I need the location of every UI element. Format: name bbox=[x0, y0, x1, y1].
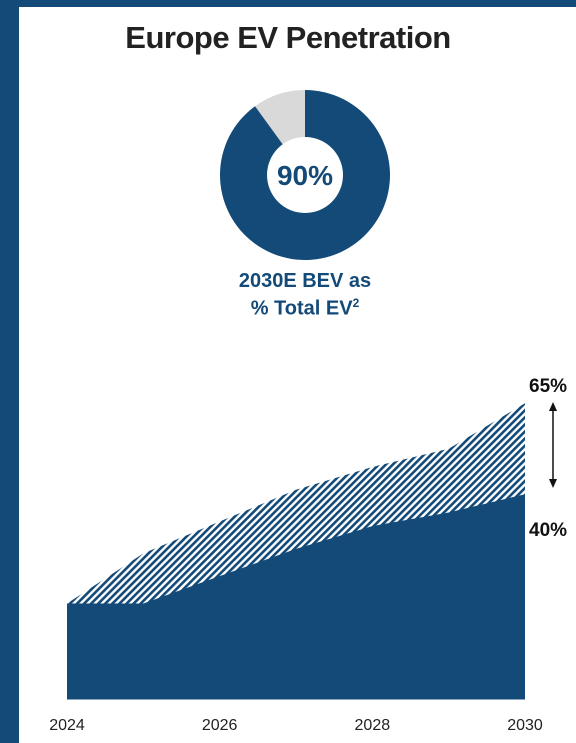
donut-value-label: 90% bbox=[277, 160, 333, 191]
x-tick-label: 2026 bbox=[202, 717, 238, 734]
bottom-annotation: 40% bbox=[529, 520, 567, 541]
x-axis-ticks: 2024 2026 2028 2030 bbox=[49, 717, 543, 734]
donut-caption-text: % Total EV bbox=[250, 297, 353, 320]
top-annotation: 65% bbox=[529, 376, 567, 397]
area-bev bbox=[67, 494, 525, 699]
x-tick-label: 2030 bbox=[507, 717, 543, 734]
x-tick-label: 2028 bbox=[355, 717, 391, 734]
donut-chart: 90% bbox=[220, 90, 390, 260]
x-tick-label: 2024 bbox=[49, 717, 85, 734]
area-chart: 2024 2026 2028 2030 65% 40% bbox=[49, 376, 567, 734]
footnote-marker: 2 bbox=[352, 296, 360, 310]
donut-caption-line2: % Total EV2 bbox=[190, 296, 420, 321]
gap-arrow bbox=[549, 402, 557, 488]
donut-hole bbox=[267, 137, 343, 213]
donut-caption-line1: 2030E BEV as bbox=[238, 270, 372, 292]
chart-title: Europe EV Penetration bbox=[125, 20, 451, 55]
